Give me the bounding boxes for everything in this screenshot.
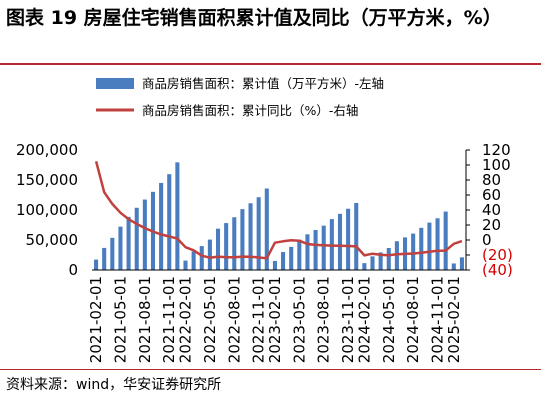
bar: [94, 259, 99, 270]
bar: [386, 248, 391, 270]
bar: [346, 208, 351, 270]
bar: [459, 257, 464, 270]
bar: [248, 203, 253, 270]
title-rule: [0, 63, 541, 65]
x-tick-label: 2021-05-01: [111, 276, 129, 363]
bar: [240, 209, 245, 270]
left-tick-label: 150,000: [16, 171, 78, 189]
bar: [256, 197, 261, 270]
right-tick-label: 100: [482, 156, 511, 174]
right-tick-label: 0: [482, 231, 492, 249]
bar: [427, 222, 432, 270]
bar: [159, 182, 164, 270]
bar: [435, 218, 440, 270]
bar: [167, 174, 172, 270]
source-rule: [0, 369, 541, 370]
bar: [110, 237, 115, 270]
legend-bar-swatch: [96, 78, 134, 89]
bar: [199, 246, 204, 270]
bar: [394, 241, 399, 270]
left-axis: 0 50,000 100,000 150,000 200,000: [16, 141, 78, 279]
left-tick-label: 100,000: [16, 201, 78, 219]
right-tick-label: 40: [482, 201, 501, 219]
bar: [191, 251, 196, 270]
source-note: 资料来源：wind，华安证券研究所: [6, 377, 222, 393]
bar: [370, 256, 375, 270]
bar: [337, 213, 343, 270]
bar: [289, 246, 294, 270]
legend-bar-label: 商品房销售面积：累计值（万平方米）-左轴: [142, 76, 384, 91]
bar: [451, 263, 456, 270]
x-tick-label: 2023-02-01: [266, 276, 284, 363]
bar: [305, 234, 310, 270]
x-tick-label: 2021-02-01: [87, 276, 105, 363]
bar: [175, 162, 180, 270]
bar: [264, 188, 269, 270]
left-tick-label: 0: [68, 261, 78, 279]
bar: [321, 225, 326, 270]
right-tick-label: 20: [482, 216, 501, 234]
bar: [411, 233, 416, 270]
x-tick-label: 2024-11-01: [429, 276, 447, 363]
bar: [126, 216, 131, 270]
bar: [134, 207, 139, 270]
bar: [224, 223, 229, 270]
bar: [207, 239, 212, 270]
bar: [281, 252, 286, 270]
right-tick-label: 120: [482, 141, 511, 159]
legend: 商品房销售面积：累计值（万平方米）-左轴 商品房销售面积：累计同比（%）-右轴: [96, 76, 384, 118]
bar: [142, 199, 147, 270]
x-tick-label: 2022-08-01: [225, 276, 243, 363]
left-tick-label: 50,000: [26, 231, 79, 249]
x-tick-label: 2023-08-01: [315, 276, 333, 363]
x-tick-label: 2023-05-01: [290, 276, 308, 363]
bar: [378, 252, 383, 270]
x-tick-label: 2021-08-01: [136, 276, 154, 363]
bar: [272, 260, 277, 270]
chart-title: 图表 19 房屋住宅销售面积累计值及同比（万平方米，%）: [6, 7, 502, 29]
bar: [297, 239, 302, 270]
x-tick-label: 2022-02-01: [177, 276, 195, 363]
x-tick-label: 2022-11-01: [250, 276, 268, 363]
bar: [183, 260, 188, 270]
bar: [215, 228, 221, 270]
x-tick-label: 2024-08-01: [404, 276, 422, 363]
bar: [443, 211, 448, 270]
yoy-line: [94, 160, 463, 260]
bar: [419, 227, 424, 270]
bar: [232, 217, 237, 270]
bar: [354, 202, 359, 270]
x-tick-label: 2021-11-01: [160, 276, 178, 363]
x-tick-label: 2024-05-01: [380, 276, 398, 363]
right-tick-label: 60: [482, 186, 501, 204]
x-tick-label: 2025-02-01: [445, 276, 463, 363]
x-tick-label: 2023-11-01: [339, 276, 357, 363]
x-axis: 2021-02-01 2021-05-01 2021-08-01 2021-11-01…: [87, 269, 466, 363]
bar: [102, 247, 107, 270]
left-tick-label: 200,000: [16, 141, 78, 159]
legend-line-label: 商品房销售面积：累计同比（%）-右轴: [142, 103, 358, 118]
bar: [118, 226, 123, 270]
bar: [313, 230, 318, 270]
x-tick-label: 2024-02-01: [355, 276, 373, 363]
line-series: [94, 160, 463, 260]
x-tick-label: 2022-05-01: [201, 276, 219, 363]
bar: [362, 263, 367, 270]
right-tick-label: 80: [482, 171, 501, 189]
right-tick-label: (20): [482, 246, 513, 264]
right-tick-label: (40): [482, 261, 513, 279]
